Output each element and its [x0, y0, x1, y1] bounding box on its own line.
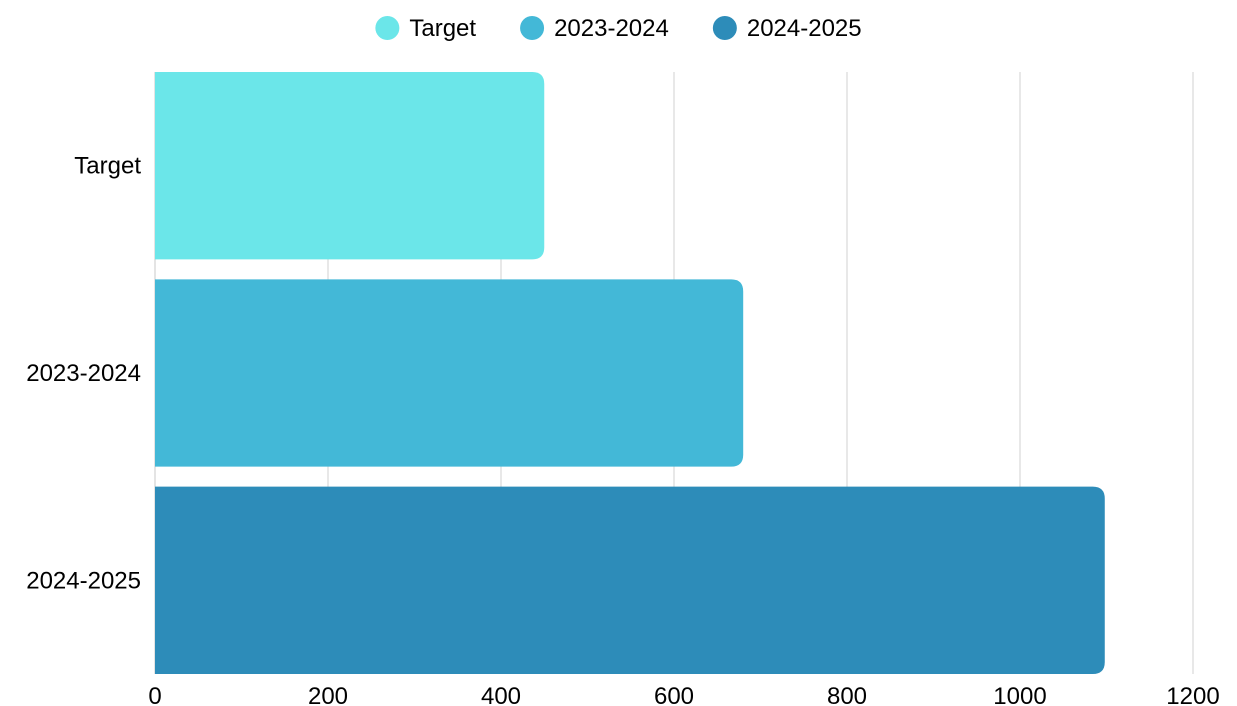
category-labels: Target 2023-2024 2024-2025 [26, 153, 141, 595]
x-tick-label: 600 [654, 683, 694, 706]
bar-target [155, 72, 545, 260]
category-label: Target [74, 153, 141, 180]
legend-item: 2024-2025 [712, 15, 862, 42]
legend-label: Target [409, 15, 476, 42]
bar-2023-2024 [155, 279, 744, 467]
legend-label: 2024-2025 [747, 15, 862, 42]
legend-swatch [712, 16, 737, 40]
legend-label: 2023-2024 [554, 15, 669, 42]
legend-item: 2023-2024 [520, 15, 669, 42]
legend-swatch [520, 16, 545, 40]
x-tick-label: 1000 [993, 683, 1046, 706]
x-tick-label: 400 [481, 683, 521, 706]
x-axis-ticks: 0 200 400 600 800 1000 1200 [148, 683, 1219, 706]
bar-2024-2025 [155, 486, 1105, 674]
legend: Target 2023-2024 2024-2025 [375, 15, 862, 42]
x-tick-label: 1200 [1166, 683, 1219, 706]
x-tick-label: 800 [827, 683, 867, 706]
legend-swatch [375, 16, 400, 40]
x-tick-label: 0 [148, 683, 161, 706]
category-label: 2024-2025 [26, 567, 141, 594]
x-tick-label: 200 [308, 683, 348, 706]
bars-group [155, 72, 1105, 674]
category-label: 2023-2024 [26, 360, 141, 387]
legend-item: Target [375, 15, 476, 42]
